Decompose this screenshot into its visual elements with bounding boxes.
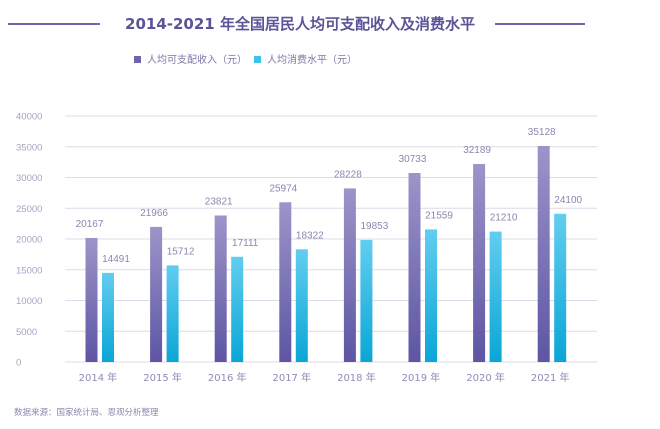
x-tick-label: 2021 年 (531, 371, 570, 384)
x-tick-label: 2017 年 (272, 371, 311, 384)
gridlines (65, 115, 597, 363)
data-label-consumption: 21559 (425, 210, 453, 221)
x-tick-label: 2016 年 (208, 371, 247, 384)
data-label-income: 20167 (76, 219, 104, 230)
x-tick-label: 2014 年 (79, 371, 118, 384)
y-tick-label: 25000 (16, 204, 42, 215)
x-tick-label: 2015 年 (143, 371, 182, 384)
y-tick-label: 0 (16, 358, 21, 369)
data-label-income: 32189 (463, 145, 491, 156)
data-label-consumption: 17111 (232, 238, 259, 249)
bar-income (343, 188, 356, 362)
bar-consumption (231, 256, 244, 362)
x-tick-label: 2018 年 (337, 371, 376, 384)
legend-label-consumption: 人均消费水平（元） (267, 53, 357, 66)
data-label-consumption: 14491 (102, 254, 130, 265)
x-axis: 2014 年 2015 年 2016 年 2017 年 2018 年 2019 年 2020… (79, 371, 570, 384)
data-labels: 20167 21966 23821 25974 28228 30733 32189 35128… (76, 127, 583, 265)
data-label-income: 35128 (528, 127, 556, 138)
legend-swatch-consumption (254, 56, 261, 63)
bar-consumption (360, 239, 373, 362)
data-label-consumption: 19853 (360, 221, 388, 232)
y-tick-label: 5000 (16, 327, 37, 338)
data-label-income: 28228 (334, 169, 362, 180)
x-tick-label: 2020 年 (466, 371, 505, 384)
bar-consumption (166, 265, 179, 362)
y-tick-label: 15000 (16, 265, 42, 276)
bar-income (85, 237, 98, 362)
legend-swatch-income (134, 56, 141, 63)
legend: 人均可支配收入（元） 人均消费水平（元） (134, 53, 357, 66)
x-tick-label: 2019 年 (402, 371, 441, 384)
bar-income (473, 164, 486, 362)
data-label-consumption: 15712 (167, 246, 195, 257)
data-label-consumption: 24100 (554, 195, 582, 206)
y-tick-label: 20000 (16, 235, 42, 246)
y-tick-label: 10000 (16, 296, 42, 307)
bars (85, 145, 567, 362)
data-label-consumption: 21210 (490, 213, 518, 224)
bar-consumption (554, 213, 567, 362)
bar-income (537, 145, 550, 362)
bar-consumption (295, 249, 308, 362)
data-label-consumption: 18322 (296, 230, 324, 241)
bar-consumption (102, 272, 114, 362)
y-tick-label: 30000 (16, 173, 42, 184)
data-label-income: 25974 (269, 183, 297, 194)
y-tick-label: 35000 (16, 142, 42, 153)
bar-consumption (489, 231, 502, 362)
y-tick-label: 40000 (16, 112, 42, 123)
source-note: 数据来源：国家统计局、恩观分析整理 (14, 407, 159, 418)
chart-title: 2014-2021 年全国居民人均可支配收入及消费水平 (125, 15, 475, 33)
data-label-income: 30733 (399, 154, 427, 165)
bar-income (214, 215, 227, 362)
bar-income (150, 226, 163, 362)
y-axis: 0 5000 10000 15000 20000 25000 30000 35000 40000 (16, 112, 42, 369)
bar-income (279, 202, 292, 362)
data-label-income: 23821 (205, 197, 233, 208)
data-label-income: 21966 (140, 208, 168, 219)
bar-income (408, 172, 421, 362)
bar-consumption (425, 229, 437, 362)
legend-label-income: 人均可支配收入（元） (147, 53, 247, 66)
